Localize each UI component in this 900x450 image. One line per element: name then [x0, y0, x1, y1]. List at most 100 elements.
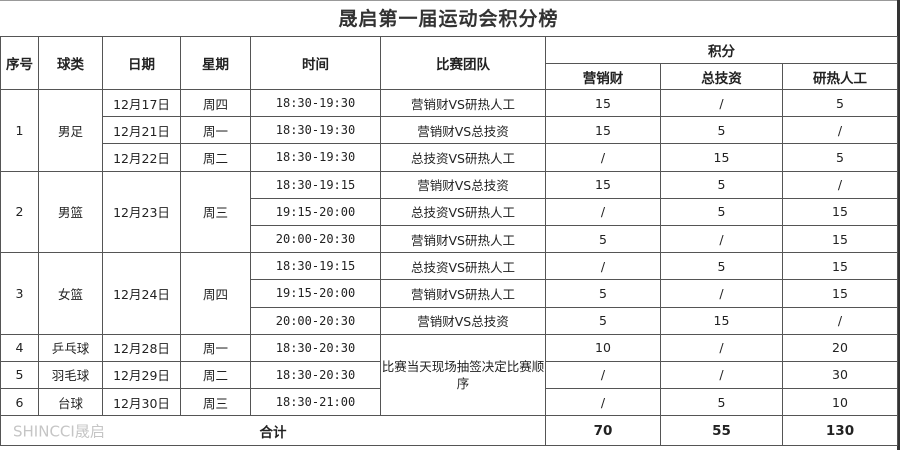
- header-seq: 序号: [0, 36, 39, 90]
- match-cell: 总技资VS研热人工: [380, 252, 546, 281]
- score-cell-team-1: /: [545, 197, 661, 226]
- date-cell: 12月23日: [102, 170, 181, 254]
- date-cell: 12月22日: [102, 143, 181, 172]
- seq-cell: 1: [0, 89, 39, 172]
- match-cell: 比赛当天现场抽签决定比赛顺序: [380, 333, 546, 417]
- score-cell-team-3: 15: [781, 279, 899, 308]
- score-cell-team-2: /: [660, 88, 783, 118]
- total-label-cell: SHINCCI晟启 合计: [0, 415, 546, 447]
- time-cell: 19:15-20:00: [250, 197, 381, 226]
- weekday-cell: 周二: [180, 143, 251, 172]
- weekday-cell: 周三: [180, 388, 251, 417]
- score-cell-team-3: 30: [781, 360, 899, 390]
- score-cell-team-2: 5: [660, 252, 783, 281]
- score-cell-team-2: /: [660, 333, 783, 362]
- time-cell: 18:30-21:00: [250, 388, 381, 417]
- table-row: 12月22日 周二 18:30-19:30 总技资VS研热人工/15 5: [1, 143, 899, 172]
- score-cell-team-2: 5: [660, 170, 783, 199]
- time-cell: 20:00-20:30: [250, 224, 381, 254]
- time-cell: 18:30-19:30: [250, 88, 381, 118]
- match-cell: 营销财VS总技资: [380, 306, 546, 335]
- score-cell-team-3: 10: [781, 388, 899, 417]
- score-cell-team-3: 15: [781, 252, 899, 281]
- score-cell-team-1: /: [545, 252, 661, 281]
- score-cell-team-1: /: [545, 143, 661, 172]
- time-cell: 18:30-19:15: [250, 252, 381, 281]
- header-team-3: 研热人工: [781, 63, 899, 90]
- date-cell: 12月29日: [102, 360, 181, 390]
- sport-cell: 乒乓球: [38, 333, 103, 362]
- score-cell-team-3: 15: [781, 197, 899, 226]
- score-cell-team-1: /: [545, 360, 661, 390]
- table-row: 12月21日 周一 18:30-19:30 营销财VS总技资 15 5/: [1, 116, 899, 145]
- score-cell-team-3: 5: [781, 88, 899, 118]
- header-sport: 球类: [38, 36, 103, 90]
- time-cell: 19:15-20:00: [250, 279, 381, 308]
- sport-cell: 男篮: [38, 170, 103, 254]
- table-row: 2 男篮 12月23日 周三 18:30-19:15 营销财VS总技资 15 5/: [0, 170, 899, 254]
- score-cell-team-3: 20: [781, 333, 899, 362]
- score-cell-team-1: 15: [545, 170, 661, 199]
- time-cell: 18:30-20:30: [250, 333, 381, 362]
- header-team-2: 总技资: [660, 63, 783, 90]
- header-points: 积分: [544, 36, 899, 64]
- sport-cell: 男足: [38, 89, 103, 172]
- total-team-2: 55: [660, 415, 783, 447]
- table-row: 4 乒乓球 12月28日 周一 18:30-20:30 比赛当天现场抽签决定比赛顺序 10/…: [0, 333, 899, 417]
- total-team-1: 70: [545, 415, 661, 447]
- score-cell-team-1: 15: [545, 88, 661, 118]
- score-cell-team-2: 5: [660, 116, 783, 145]
- match-cell: 总技资VS研热人工: [380, 143, 546, 172]
- seq-cell: 6: [0, 388, 39, 417]
- time-cell: 18:30-19:30: [250, 116, 381, 145]
- score-cell-team-3: 15: [781, 224, 899, 254]
- match-cell: 总技资VS研热人工: [380, 197, 546, 226]
- date-cell: 12月21日: [102, 116, 181, 145]
- total-row: SHINCCI晟启 合计 70 55 130: [0, 415, 899, 447]
- date-cell: 12月30日: [102, 388, 181, 417]
- seq-cell: 5: [0, 360, 39, 390]
- weekday-cell: 周一: [180, 116, 251, 145]
- weekday-cell: 周三: [180, 170, 251, 254]
- table-row: 6 台球 12月30日 周三 18:30-21:00 /5 10: [0, 388, 899, 417]
- match-cell: 营销财VS总技资: [380, 116, 546, 145]
- score-cell-team-2: /: [660, 279, 783, 308]
- match-cell: 营销财VS研热人工: [380, 224, 546, 254]
- header-weekday: 星期: [180, 36, 251, 90]
- score-cell-team-3: /: [781, 306, 899, 335]
- score-cell-team-3: /: [781, 116, 899, 145]
- sport-cell: 羽毛球: [38, 360, 103, 390]
- score-cell-team-3: 5: [781, 143, 899, 172]
- score-cell-team-1: 5: [545, 224, 661, 254]
- header-team-1: 营销财: [545, 63, 661, 90]
- score-table: 序号 球类 日期 星期 时间 比赛团队 积分 营销财 总技资 研热人工 1 男足 1…: [0, 36, 899, 447]
- time-cell: 18:30-20:30: [250, 360, 381, 390]
- watermark: SHINCCI晟启: [13, 422, 105, 441]
- date-cell: 12月17日: [102, 88, 181, 118]
- total-team-3: 130: [781, 415, 899, 447]
- date-cell: 12月24日: [102, 252, 181, 335]
- weekday-cell: 周四: [180, 88, 251, 118]
- table-row: 3 女篮 12月24日 周四 18:30-19:15 总技资VS研热人工/5 15: [0, 252, 899, 335]
- total-label: 合计: [259, 424, 287, 441]
- score-cell-team-2: 5: [660, 388, 783, 417]
- score-cell-team-1: /: [545, 388, 661, 417]
- score-cell-team-2: 5: [660, 197, 783, 226]
- weekday-cell: 周一: [180, 333, 251, 362]
- header-time: 时间: [250, 36, 381, 90]
- score-cell-team-2: 15: [660, 306, 783, 335]
- match-cell: 营销财VS总技资: [380, 170, 546, 199]
- table-row: 19:15-20:00 营销财VS研热人工 5/15: [1, 279, 899, 308]
- score-cell-team-2: /: [660, 224, 783, 254]
- header-date: 日期: [102, 36, 181, 90]
- score-cell-team-1: 10: [545, 333, 661, 362]
- score-cell-team-2: /: [660, 360, 783, 390]
- header-match: 比赛团队: [380, 36, 546, 90]
- table-body: 1 男足 12月17日 周四 18:30-19:30 营销财VS研热人工 15/5 12月21…: [0, 88, 899, 417]
- score-cell-team-3: /: [781, 170, 899, 199]
- weekday-cell: 周二: [180, 360, 251, 390]
- score-cell-team-1: 15: [545, 116, 661, 145]
- match-cell: 营销财VS研热人工: [380, 279, 546, 308]
- sport-cell: 女篮: [38, 252, 103, 335]
